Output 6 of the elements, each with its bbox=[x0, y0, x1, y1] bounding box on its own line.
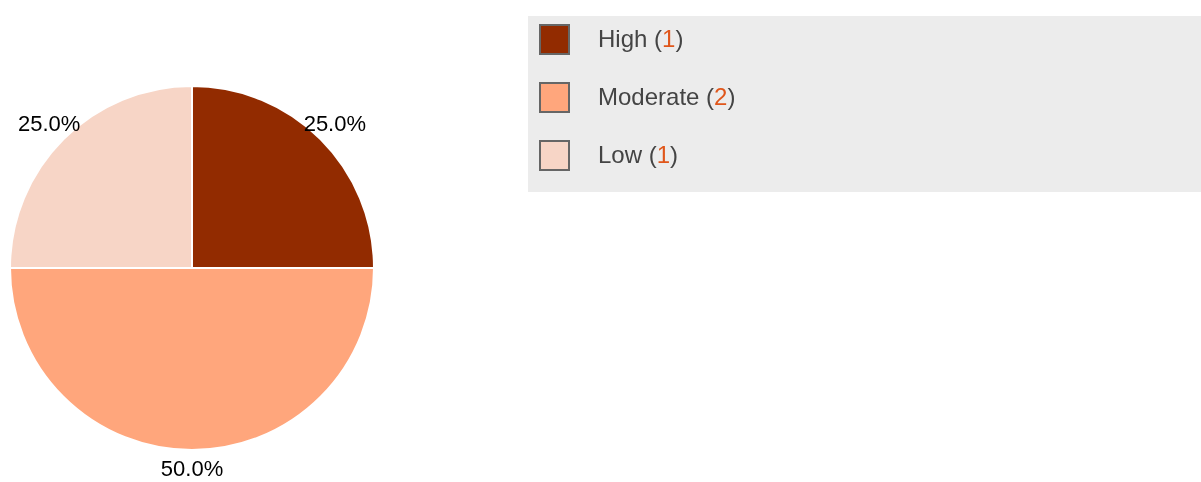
legend-label: Low (1) bbox=[598, 141, 679, 169]
legend-label: High (1) bbox=[598, 25, 684, 53]
data-label: 25.0% bbox=[17, 111, 81, 137]
data-label: 25.0% bbox=[303, 111, 367, 137]
data-label: 50.0% bbox=[160, 456, 224, 482]
legend-label: Moderate (2) bbox=[598, 83, 736, 111]
